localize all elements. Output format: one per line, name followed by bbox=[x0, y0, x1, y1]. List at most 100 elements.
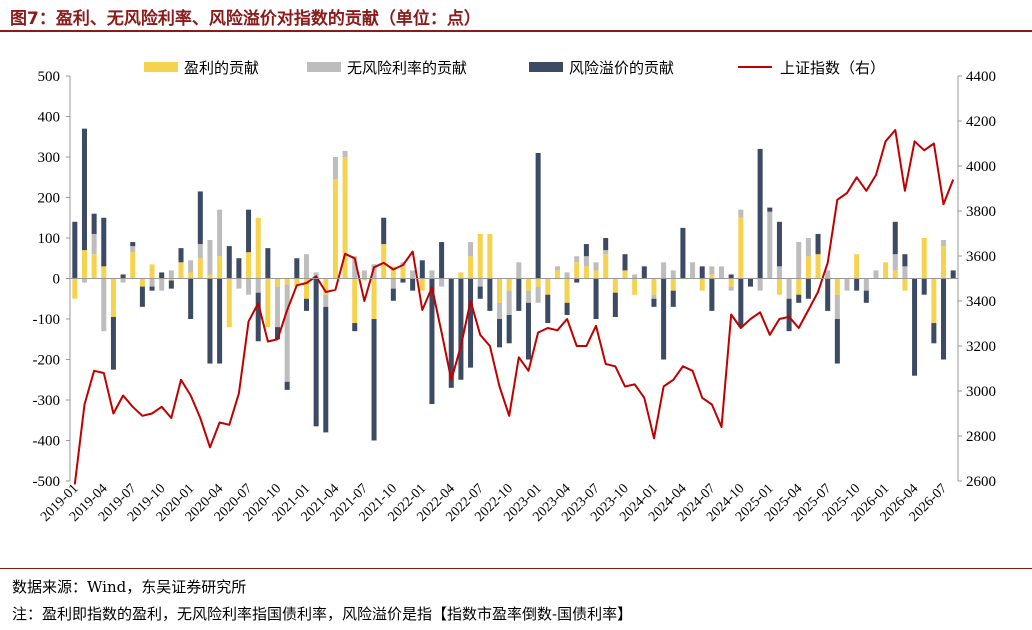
bar-premium bbox=[747, 278, 753, 287]
bar-earnings bbox=[81, 250, 87, 279]
bar-rate bbox=[583, 256, 589, 267]
bar-premium bbox=[805, 278, 811, 299]
bar-premium bbox=[226, 246, 232, 279]
right-tick-label: 3200 bbox=[966, 339, 996, 355]
bar-rate bbox=[217, 209, 223, 257]
bar-premium bbox=[390, 288, 396, 301]
bar-layer bbox=[72, 128, 956, 441]
left-tick-label: 300 bbox=[38, 150, 61, 166]
bar-earnings bbox=[110, 278, 116, 317]
bar-rate bbox=[323, 294, 329, 307]
bar-premium bbox=[757, 148, 763, 279]
bar-rate bbox=[719, 266, 725, 279]
bar-premium bbox=[699, 266, 705, 279]
bar-rate bbox=[477, 278, 483, 287]
source-note: 数据来源：Wind，东吴证券研究所 bbox=[12, 578, 247, 596]
bar-earnings bbox=[709, 274, 715, 279]
left-tick-label: 100 bbox=[38, 231, 61, 247]
bar-earnings bbox=[207, 274, 213, 279]
bar-earnings bbox=[921, 238, 927, 279]
bar-earnings bbox=[139, 278, 145, 287]
bar-rate bbox=[429, 270, 435, 279]
left-tick-label: -400 bbox=[33, 434, 61, 450]
bar-premium bbox=[120, 274, 126, 279]
bar-premium bbox=[477, 286, 483, 299]
bar-premium bbox=[564, 302, 570, 315]
bar-premium bbox=[931, 323, 937, 344]
bar-earnings bbox=[728, 278, 734, 287]
bar-earnings bbox=[699, 278, 705, 291]
bar-premium bbox=[902, 254, 908, 267]
bar-premium bbox=[593, 278, 599, 319]
bar-premium bbox=[661, 278, 667, 360]
bar-premium bbox=[178, 248, 184, 263]
bar-premium bbox=[738, 278, 744, 328]
bar-premium bbox=[81, 128, 87, 251]
bar-rate bbox=[574, 256, 580, 263]
bar-premium bbox=[91, 213, 97, 234]
bar-rate bbox=[738, 209, 744, 218]
bar-earnings bbox=[226, 278, 232, 328]
bar-premium bbox=[110, 316, 116, 370]
bar-rate bbox=[902, 266, 908, 279]
right-tick-label: 4400 bbox=[966, 69, 996, 85]
right-tick-label: 4200 bbox=[966, 114, 996, 130]
bar-earnings bbox=[371, 278, 377, 319]
axes-layer: -500 -400 -300 -200 -100 0 100 200 300 400 500 2600… bbox=[33, 69, 997, 525]
bar-premium bbox=[159, 272, 165, 279]
bar-earnings bbox=[188, 272, 194, 279]
bar-rate bbox=[120, 278, 126, 283]
bar-earnings bbox=[303, 278, 309, 299]
bar-earnings bbox=[776, 278, 782, 295]
bar-earnings bbox=[622, 270, 628, 279]
bar-rate bbox=[525, 290, 531, 303]
bar-premium bbox=[419, 260, 425, 279]
bar-earnings bbox=[525, 278, 531, 291]
bar-rate bbox=[390, 278, 396, 289]
bar-rate bbox=[873, 270, 879, 279]
bar-premium bbox=[410, 278, 416, 291]
bar-earnings bbox=[381, 244, 387, 279]
bar-rate bbox=[284, 284, 290, 382]
bar-rate bbox=[603, 250, 609, 255]
bar-rate bbox=[670, 270, 676, 279]
bar-earnings bbox=[361, 278, 367, 281]
bar-rate bbox=[554, 266, 560, 271]
bar-premium bbox=[641, 266, 647, 279]
bar-earnings bbox=[246, 252, 252, 279]
bar-premium bbox=[921, 278, 927, 295]
bar-premium bbox=[448, 278, 454, 388]
left-tick-label: -300 bbox=[33, 393, 61, 409]
bar-rate bbox=[342, 150, 348, 157]
bar-premium bbox=[796, 294, 802, 303]
bar-rate bbox=[728, 286, 734, 291]
bar-premium bbox=[912, 278, 918, 376]
bar-earnings bbox=[323, 278, 329, 295]
bar-rate bbox=[844, 278, 850, 291]
bar-premium bbox=[207, 278, 213, 364]
bar-rate bbox=[275, 286, 281, 328]
bar-premium bbox=[400, 278, 406, 283]
left-tick-label: 200 bbox=[38, 191, 61, 207]
bar-premium bbox=[371, 319, 377, 441]
bar-premium bbox=[941, 278, 947, 360]
bar-premium bbox=[545, 294, 551, 324]
bar-premium bbox=[834, 319, 840, 364]
bar-earnings bbox=[91, 254, 97, 279]
bar-earnings bbox=[217, 256, 223, 279]
bar-rate bbox=[863, 278, 869, 291]
bar-premium bbox=[815, 233, 821, 255]
right-tick-label: 3400 bbox=[966, 294, 996, 310]
bar-earnings bbox=[593, 270, 599, 279]
right-tick-label: 3800 bbox=[966, 204, 996, 220]
bar-premium bbox=[622, 254, 628, 271]
bar-earnings bbox=[854, 254, 860, 279]
bar-rate bbox=[207, 240, 213, 275]
bar-earnings bbox=[72, 278, 78, 299]
bar-rate bbox=[81, 278, 87, 283]
bar-rate bbox=[805, 238, 811, 257]
bar-rate bbox=[130, 246, 136, 253]
bar-rate bbox=[709, 266, 715, 275]
bar-premium bbox=[381, 217, 387, 245]
bar-premium bbox=[709, 278, 715, 311]
